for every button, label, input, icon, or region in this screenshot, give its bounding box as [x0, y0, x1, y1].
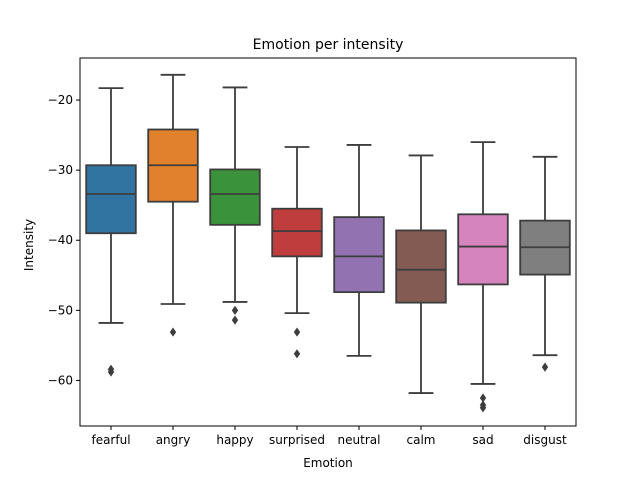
y-tick-label: −50 — [48, 303, 73, 317]
outlier-point — [231, 305, 239, 315]
chart-title: Emotion per intensity — [253, 37, 404, 53]
y-axis-label: Intensity — [22, 219, 36, 271]
box-surprised — [271, 207, 323, 258]
box-happy — [209, 168, 261, 226]
box-neutral — [333, 216, 385, 294]
x-tick-label-sad: sad — [472, 433, 493, 447]
box-sad — [457, 213, 509, 286]
x-tick-label-disgust: disgust — [523, 433, 567, 447]
outlier-point — [293, 349, 301, 359]
x-axis-label: Emotion — [303, 456, 353, 470]
x-tick-label-surprised: surprised — [269, 433, 325, 447]
x-tick-label-happy: happy — [216, 433, 253, 447]
y-tick-label: −60 — [48, 373, 73, 387]
outlier-point — [231, 315, 239, 325]
box-fearful — [85, 164, 137, 235]
y-tick-label: −30 — [48, 163, 73, 177]
outlier-point — [293, 327, 301, 337]
y-tick-label: −40 — [48, 233, 73, 247]
outlier-point — [107, 367, 115, 377]
x-tick-label-angry: angry — [156, 433, 191, 447]
outlier-point — [169, 327, 177, 337]
x-tick-label-calm: calm — [407, 433, 436, 447]
outlier-point — [479, 393, 487, 403]
box-calm — [395, 229, 447, 304]
y-tick-label: −20 — [48, 93, 73, 107]
axes-frame — [79, 57, 577, 427]
x-tick-label-fearful: fearful — [91, 433, 130, 447]
outlier-point — [541, 362, 549, 372]
outlier-point — [479, 403, 487, 413]
plot-area: −20 −30 −40 −50 −60 fearful angry happy surprise… — [48, 57, 577, 447]
x-tick-label-neutral: neutral — [338, 433, 381, 447]
